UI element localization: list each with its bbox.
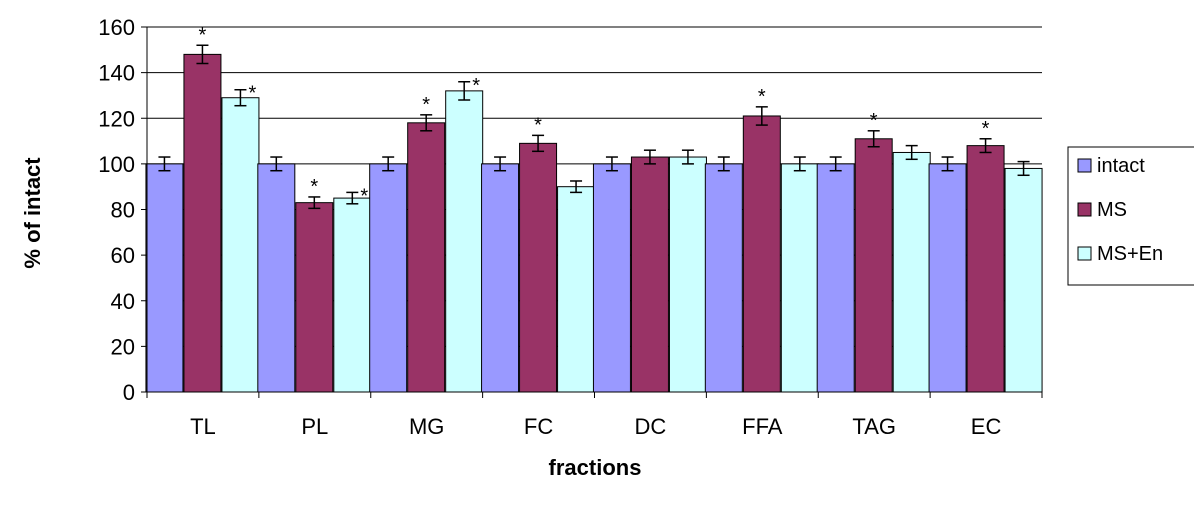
- y-tick-label: 0: [123, 380, 135, 405]
- bar: [257, 163, 296, 393]
- y-tick-labels: 0 20 40 60 80 100 120 140 160: [98, 15, 135, 405]
- bar: [630, 156, 669, 393]
- significance-marker: *: [422, 94, 430, 116]
- bar: [369, 163, 408, 393]
- bar: [221, 97, 260, 393]
- x-axis-title: fractions: [549, 455, 642, 480]
- significance-markers: * * * * * * * * * *: [199, 24, 990, 207]
- bar: [519, 142, 558, 393]
- significance-marker: *: [982, 118, 990, 140]
- y-tick-label: 20: [111, 334, 135, 359]
- significance-marker: *: [472, 75, 480, 97]
- significance-marker: *: [199, 24, 207, 46]
- y-tick-label: 100: [98, 152, 135, 177]
- bar: [1004, 167, 1043, 393]
- significance-marker: *: [534, 114, 542, 136]
- x-tick-label: DC: [635, 414, 667, 439]
- bar: [333, 197, 372, 393]
- x-tick-label: FC: [524, 414, 553, 439]
- error-bars: [158, 44, 1030, 210]
- bar: [966, 145, 1005, 393]
- bar: [816, 163, 855, 393]
- x-tick-label: TAG: [852, 414, 896, 439]
- y-tick-label: 160: [98, 15, 135, 40]
- bar: [445, 90, 484, 393]
- x-tick-label: EC: [971, 414, 1002, 439]
- y-tick-label: 120: [98, 106, 135, 131]
- bar: [295, 202, 334, 393]
- legend-swatch: [1077, 158, 1092, 173]
- bars: [145, 53, 1043, 393]
- bar: [407, 122, 446, 393]
- significance-marker: *: [870, 110, 878, 132]
- y-axis-title: % of intact: [20, 157, 45, 269]
- legend-label: MS: [1097, 199, 1127, 221]
- significance-marker: *: [249, 83, 257, 105]
- y-tick-label: 80: [111, 198, 135, 223]
- legend-label: MS+En: [1097, 243, 1163, 265]
- x-tick-label: PL: [301, 414, 328, 439]
- bar: [704, 163, 743, 393]
- y-tick-label: 140: [98, 61, 135, 86]
- legend-swatch: [1077, 202, 1092, 217]
- bar: [557, 186, 596, 393]
- x-tick-label: TL: [190, 414, 216, 439]
- x-tick-label: MG: [409, 414, 444, 439]
- significance-marker: *: [360, 185, 368, 207]
- significance-marker: *: [310, 176, 318, 198]
- legend-swatch: [1077, 246, 1092, 261]
- x-tick-label: FFA: [742, 414, 783, 439]
- axes: [141, 26, 1043, 398]
- legend: intact MS MS+En: [1067, 146, 1194, 286]
- bar: [592, 163, 631, 393]
- bar: [145, 163, 184, 393]
- legend-label: intact: [1097, 155, 1145, 177]
- x-tick-labels: TL PL MG FC DC FFA TAG EC: [190, 414, 1001, 439]
- y-tick-label: 40: [111, 289, 135, 314]
- bar: [742, 115, 781, 393]
- y-tick-label: 60: [111, 243, 135, 268]
- significance-marker: *: [758, 86, 766, 108]
- bar: [780, 163, 819, 393]
- bar: [854, 138, 893, 393]
- bar: [183, 53, 222, 393]
- bar: [892, 151, 931, 393]
- bar: [481, 163, 520, 393]
- bar: [668, 156, 707, 393]
- bar: [928, 163, 967, 393]
